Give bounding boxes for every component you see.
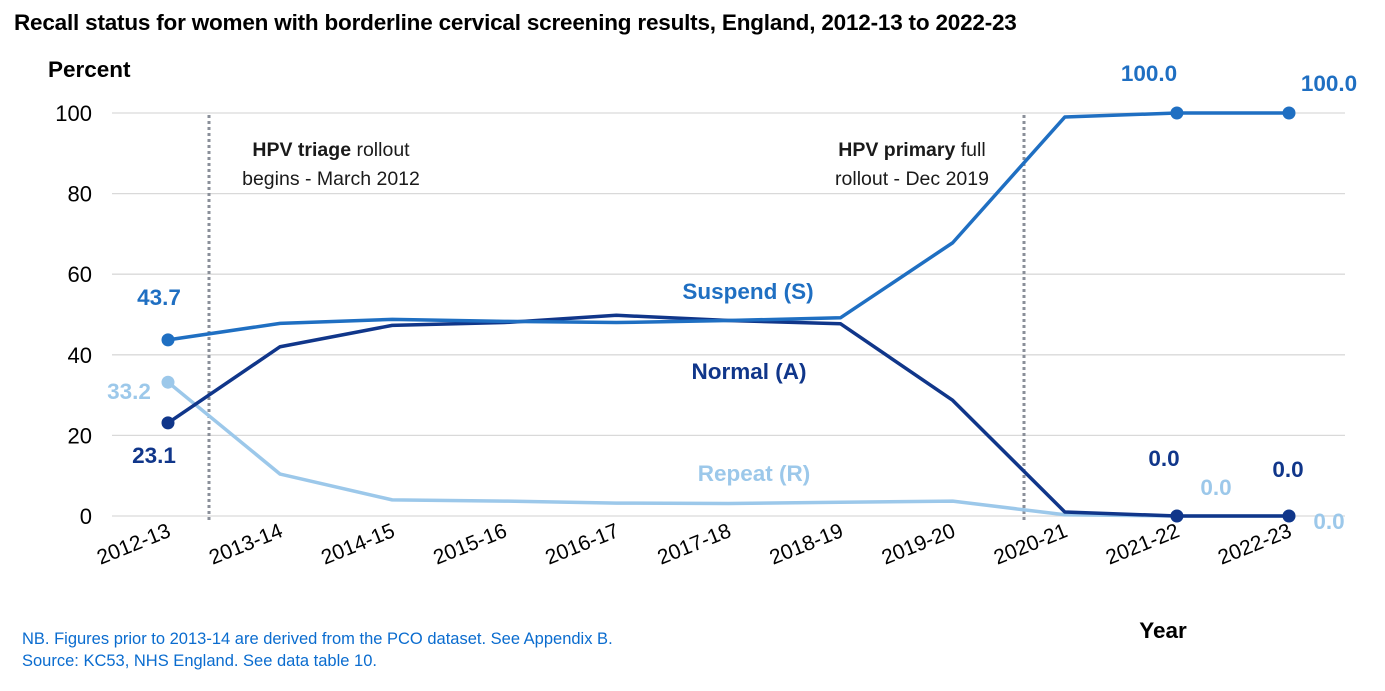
data-labels: Suspend (S) Normal (A) Repeat (R) 43.7 100.0… bbox=[107, 61, 1357, 534]
data-label: 43.7 bbox=[137, 285, 181, 310]
data-point bbox=[161, 333, 175, 347]
y-tick-label: 20 bbox=[68, 423, 92, 448]
x-tick-label: 2018-19 bbox=[766, 519, 846, 569]
x-tick-label: 2016-17 bbox=[542, 519, 622, 569]
data-point bbox=[161, 375, 175, 389]
y-tick-label: 40 bbox=[68, 343, 92, 368]
y-tick-label: 100 bbox=[55, 101, 92, 126]
x-tick-label: 2019-20 bbox=[878, 519, 958, 569]
x-tick-label: 2020-21 bbox=[991, 519, 1071, 569]
data-label: 0.0 bbox=[1148, 446, 1179, 471]
x-tick-label: 2013-14 bbox=[206, 519, 286, 569]
y-tick-label: 0 bbox=[80, 504, 92, 529]
annotation-line1: HPV primary full bbox=[838, 139, 985, 161]
x-tick-label: 2012-13 bbox=[94, 519, 174, 569]
data-label: 100.0 bbox=[1301, 71, 1357, 96]
x-tick-label: 2015-16 bbox=[430, 519, 510, 569]
x-axis-title: Year bbox=[1139, 618, 1187, 643]
data-point bbox=[1170, 106, 1184, 120]
data-point bbox=[1282, 509, 1296, 523]
x-tick-label: 2021-22 bbox=[1103, 519, 1183, 569]
footnote-nb: NB. Figures prior to 2013-14 are derived… bbox=[22, 630, 613, 648]
y-tick-label: 60 bbox=[68, 262, 92, 287]
x-axis: 2012-13 2013-14 2014-15 2015-16 2016-17 2017-… bbox=[94, 519, 1295, 643]
annotation-line2: rollout - Dec 2019 bbox=[835, 168, 989, 190]
data-point bbox=[1170, 509, 1184, 523]
series-line-2 bbox=[166, 380, 1289, 518]
data-label: 0.0 bbox=[1272, 457, 1303, 482]
x-tick-label: 2017-18 bbox=[654, 519, 734, 569]
series-name-label: Suspend (S) bbox=[682, 279, 813, 304]
series-name-label: Repeat (R) bbox=[698, 461, 811, 486]
data-label: 33.2 bbox=[107, 379, 151, 404]
data-point bbox=[1282, 106, 1296, 120]
series-lines bbox=[161, 106, 1296, 523]
data-label: 0.0 bbox=[1200, 475, 1231, 500]
y-axis: 0 20 40 60 80 100 Percent bbox=[48, 57, 131, 529]
y-axis-title: Percent bbox=[48, 57, 131, 82]
series-name-label: Normal (A) bbox=[691, 359, 806, 384]
data-point bbox=[161, 416, 175, 430]
footnote-source: Source: KC53, NHS England. See data tabl… bbox=[22, 652, 377, 670]
x-tick-label: 2014-15 bbox=[318, 519, 398, 569]
series-line-0 bbox=[167, 111, 1289, 342]
chart-title: Recall status for women with borderline … bbox=[14, 10, 1017, 35]
data-label: 23.1 bbox=[132, 443, 176, 468]
y-tick-label: 80 bbox=[68, 182, 92, 207]
x-tick-label: 2022-23 bbox=[1215, 519, 1295, 569]
annotation-line2: begins - March 2012 bbox=[242, 168, 420, 190]
data-label: 100.0 bbox=[1121, 61, 1177, 86]
annotation-line1: HPV triage rollout bbox=[252, 139, 410, 161]
data-label: 0.0 bbox=[1313, 509, 1344, 534]
annotations: HPV triage rollout begins - March 2012 HPV… bbox=[207, 115, 1026, 520]
